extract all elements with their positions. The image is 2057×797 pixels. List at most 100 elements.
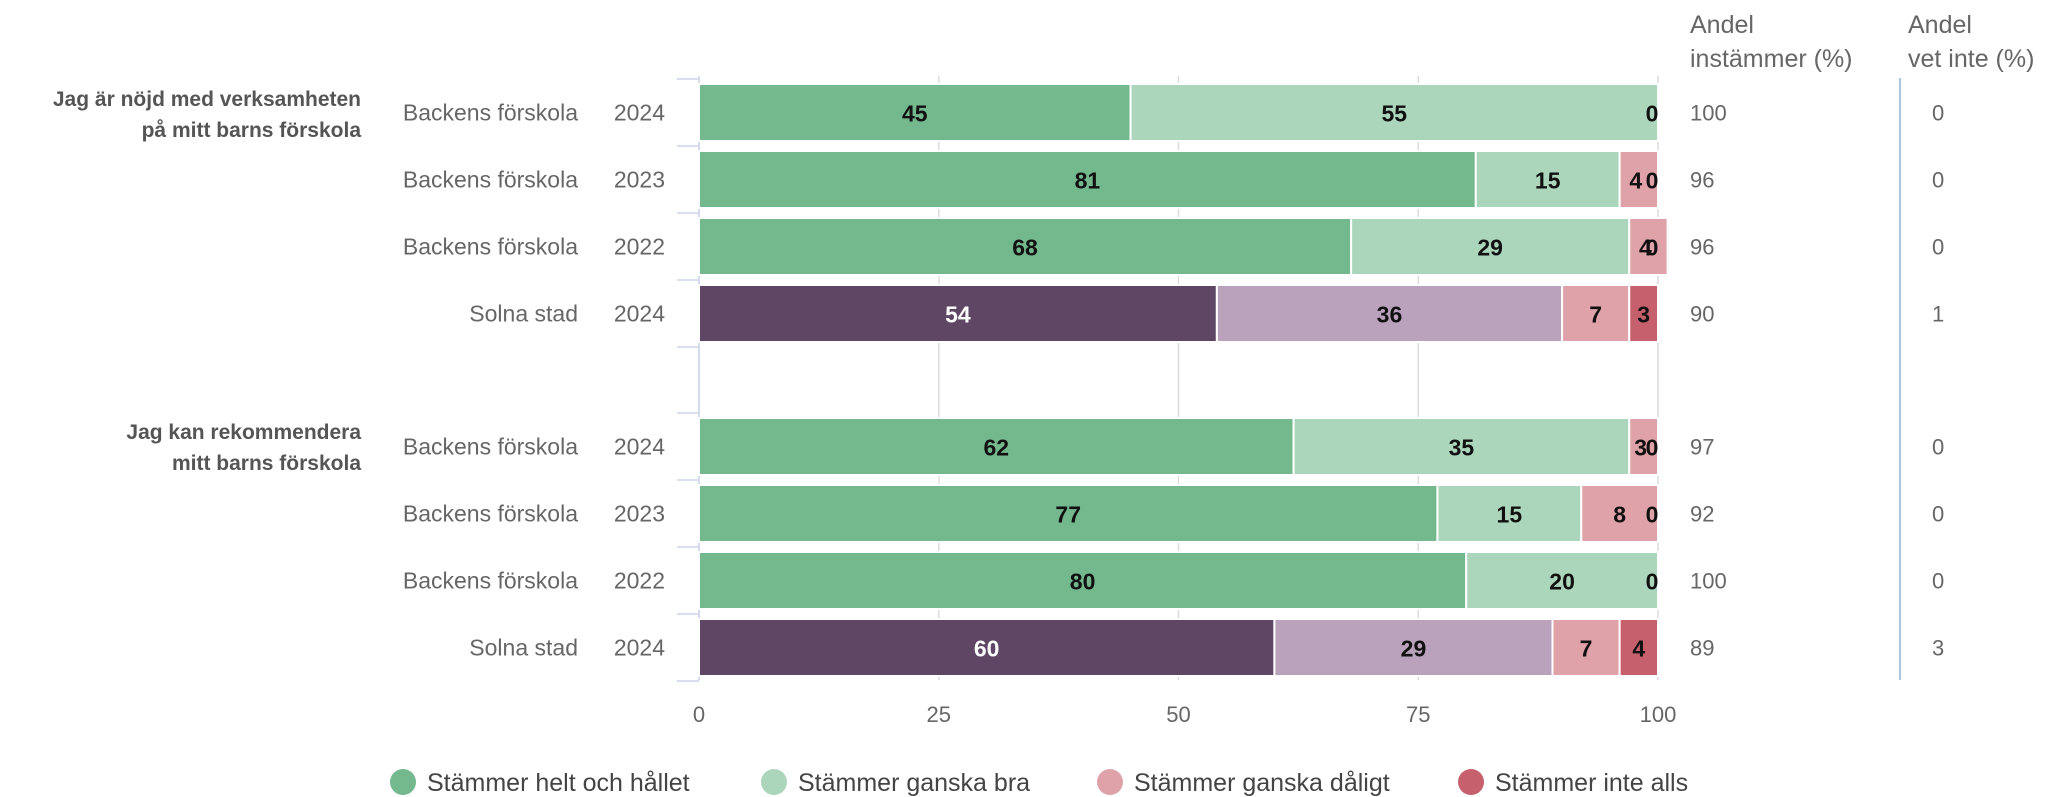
bar-segment xyxy=(698,484,1439,543)
question-label: mitt barns förskola xyxy=(172,452,361,475)
row-unit-label: Solna stad xyxy=(469,301,578,327)
bar-value-label: 68 xyxy=(1012,235,1038,261)
legend-label: Stämmer ganska dåligt xyxy=(1134,769,1390,797)
bar-segment xyxy=(1628,284,1659,343)
agree-column-header: instämmer (%) xyxy=(1690,45,1853,73)
summary-columns: 100 0 96 0 96 0 90 1 97 0 92 0 100 0 89 3 Andel instämmer… xyxy=(1690,11,2034,680)
bar-value-label: 60 xyxy=(974,636,1000,662)
bar-segment xyxy=(1628,217,1669,276)
x-tick-label: 100 xyxy=(1640,702,1677,727)
legend-label: Stämmer helt och hållet xyxy=(427,769,690,797)
bar-value-label: 15 xyxy=(1535,168,1561,194)
dontknow-percent-value: 3 xyxy=(1932,636,1944,661)
dontknow-percent-value: 1 xyxy=(1932,302,1944,327)
bar-segment xyxy=(1273,618,1554,677)
bar-value-label: 4 xyxy=(1639,235,1652,261)
bar-value-label: 0 xyxy=(1646,101,1659,127)
bar-segment xyxy=(1561,284,1631,343)
legend-item[interactable]: Stämmer ganska dåligt xyxy=(1097,769,1390,797)
bar-value-label: 35 xyxy=(1449,435,1475,461)
x-tick-label: 75 xyxy=(1406,702,1430,727)
question-label: Jag kan rekommendera xyxy=(126,421,361,444)
agree-percent-value: 90 xyxy=(1690,302,1714,327)
bar-segment xyxy=(1129,83,1660,142)
row-year-label: 2024 xyxy=(614,100,665,126)
axis-ticks: 0 25 50 75 100 xyxy=(677,76,1676,727)
bar-value-label: 3 xyxy=(1637,302,1650,328)
bar-value-label: 55 xyxy=(1381,101,1407,127)
question-label: Jag är nöjd med verksamheten xyxy=(53,88,361,111)
bar-segment xyxy=(698,551,1468,610)
dontknow-percent-value: 0 xyxy=(1932,569,1944,594)
bar-segment xyxy=(698,284,1218,343)
legend-label: Stämmer inte alls xyxy=(1495,769,1688,797)
legend-item[interactable]: Stämmer ganska bra xyxy=(761,769,1030,797)
bar-value-label: 62 xyxy=(983,435,1009,461)
bar-segment xyxy=(1350,217,1631,276)
bar-value-label: 0 xyxy=(1646,502,1659,528)
bar-value-label: 7 xyxy=(1580,636,1593,662)
row-unit-label: Backens förskola xyxy=(403,100,578,126)
agree-percent-value: 100 xyxy=(1690,101,1727,126)
dontknow-percent-value: 0 xyxy=(1932,168,1944,193)
agree-column-header: Andel xyxy=(1690,11,1754,39)
legend-marker-icon xyxy=(761,769,787,795)
agree-percent-value: 96 xyxy=(1690,235,1714,260)
bar-value-label: 29 xyxy=(1401,636,1427,662)
legend-marker-icon xyxy=(1458,769,1484,795)
bar-segment xyxy=(698,417,1295,476)
bar-value-label: 77 xyxy=(1055,502,1081,528)
bar-segment xyxy=(1628,417,1659,476)
bar-value-label: 81 xyxy=(1075,168,1101,194)
bar-value-label: 36 xyxy=(1377,302,1403,328)
bar-segment xyxy=(1551,618,1621,677)
row-unit-label: Backens förskola xyxy=(403,167,578,193)
legend-label: Stämmer ganska bra xyxy=(798,769,1030,797)
row-unit-label: Backens förskola xyxy=(403,434,578,460)
bar-segment xyxy=(1215,284,1564,343)
bar-segment xyxy=(698,217,1353,276)
row-unit-label: Backens förskola xyxy=(403,568,578,594)
x-tick-label: 25 xyxy=(927,702,951,727)
bar-segment xyxy=(698,150,1477,209)
row-unit-label: Solna stad xyxy=(469,635,578,661)
bar-value-label: 8 xyxy=(1613,502,1626,528)
legend-item[interactable]: Stämmer inte alls xyxy=(1458,769,1688,797)
row-year-label: 2022 xyxy=(614,234,665,260)
agree-percent-value: 96 xyxy=(1690,168,1714,193)
agree-percent-value: 100 xyxy=(1690,569,1727,594)
bar-value-label: 0 xyxy=(1646,569,1659,595)
x-tick-label: 0 xyxy=(693,702,705,727)
row-labels: Jag är nöjd med verksamheten på mitt barn… xyxy=(53,88,665,661)
dontknow-percent-value: 0 xyxy=(1932,502,1944,527)
row-year-label: 2023 xyxy=(614,501,665,527)
bar-segment xyxy=(1618,618,1660,677)
bar-value-label: 3 xyxy=(1634,435,1647,461)
bar-segment xyxy=(1580,484,1660,543)
row-unit-label: Backens förskola xyxy=(403,501,578,527)
row-year-label: 2024 xyxy=(614,434,665,460)
bar-value-label: 7 xyxy=(1589,302,1602,328)
legend-marker-icon xyxy=(1097,769,1123,795)
bar-segment xyxy=(1436,484,1583,543)
dontknow-percent-value: 0 xyxy=(1932,101,1944,126)
bar-value-label: 45 xyxy=(902,101,928,127)
legend-item[interactable]: Stämmer helt och hållet xyxy=(390,769,690,797)
bar-segment xyxy=(1292,417,1631,476)
question-label: på mitt barns förskola xyxy=(142,119,362,142)
agree-percent-value: 97 xyxy=(1690,435,1714,460)
dontknow-percent-value: 0 xyxy=(1932,235,1944,260)
legend[interactable]: Stämmer helt och hållet Stämmer ganska br… xyxy=(390,769,1688,797)
bar-value-label: 54 xyxy=(945,302,971,328)
dontknow-percent-value: 0 xyxy=(1932,435,1944,460)
agree-percent-value: 89 xyxy=(1690,636,1714,661)
agree-percent-value: 92 xyxy=(1690,502,1714,527)
bar-value-label: 15 xyxy=(1497,502,1523,528)
row-year-label: 2023 xyxy=(614,167,665,193)
bar-value-label: 0 xyxy=(1646,168,1659,194)
bar-value-label: 4 xyxy=(1632,636,1645,662)
bar-segment xyxy=(1474,150,1621,209)
bar-value-label: 4 xyxy=(1629,168,1642,194)
bar-value-label: 0 xyxy=(1646,235,1659,261)
